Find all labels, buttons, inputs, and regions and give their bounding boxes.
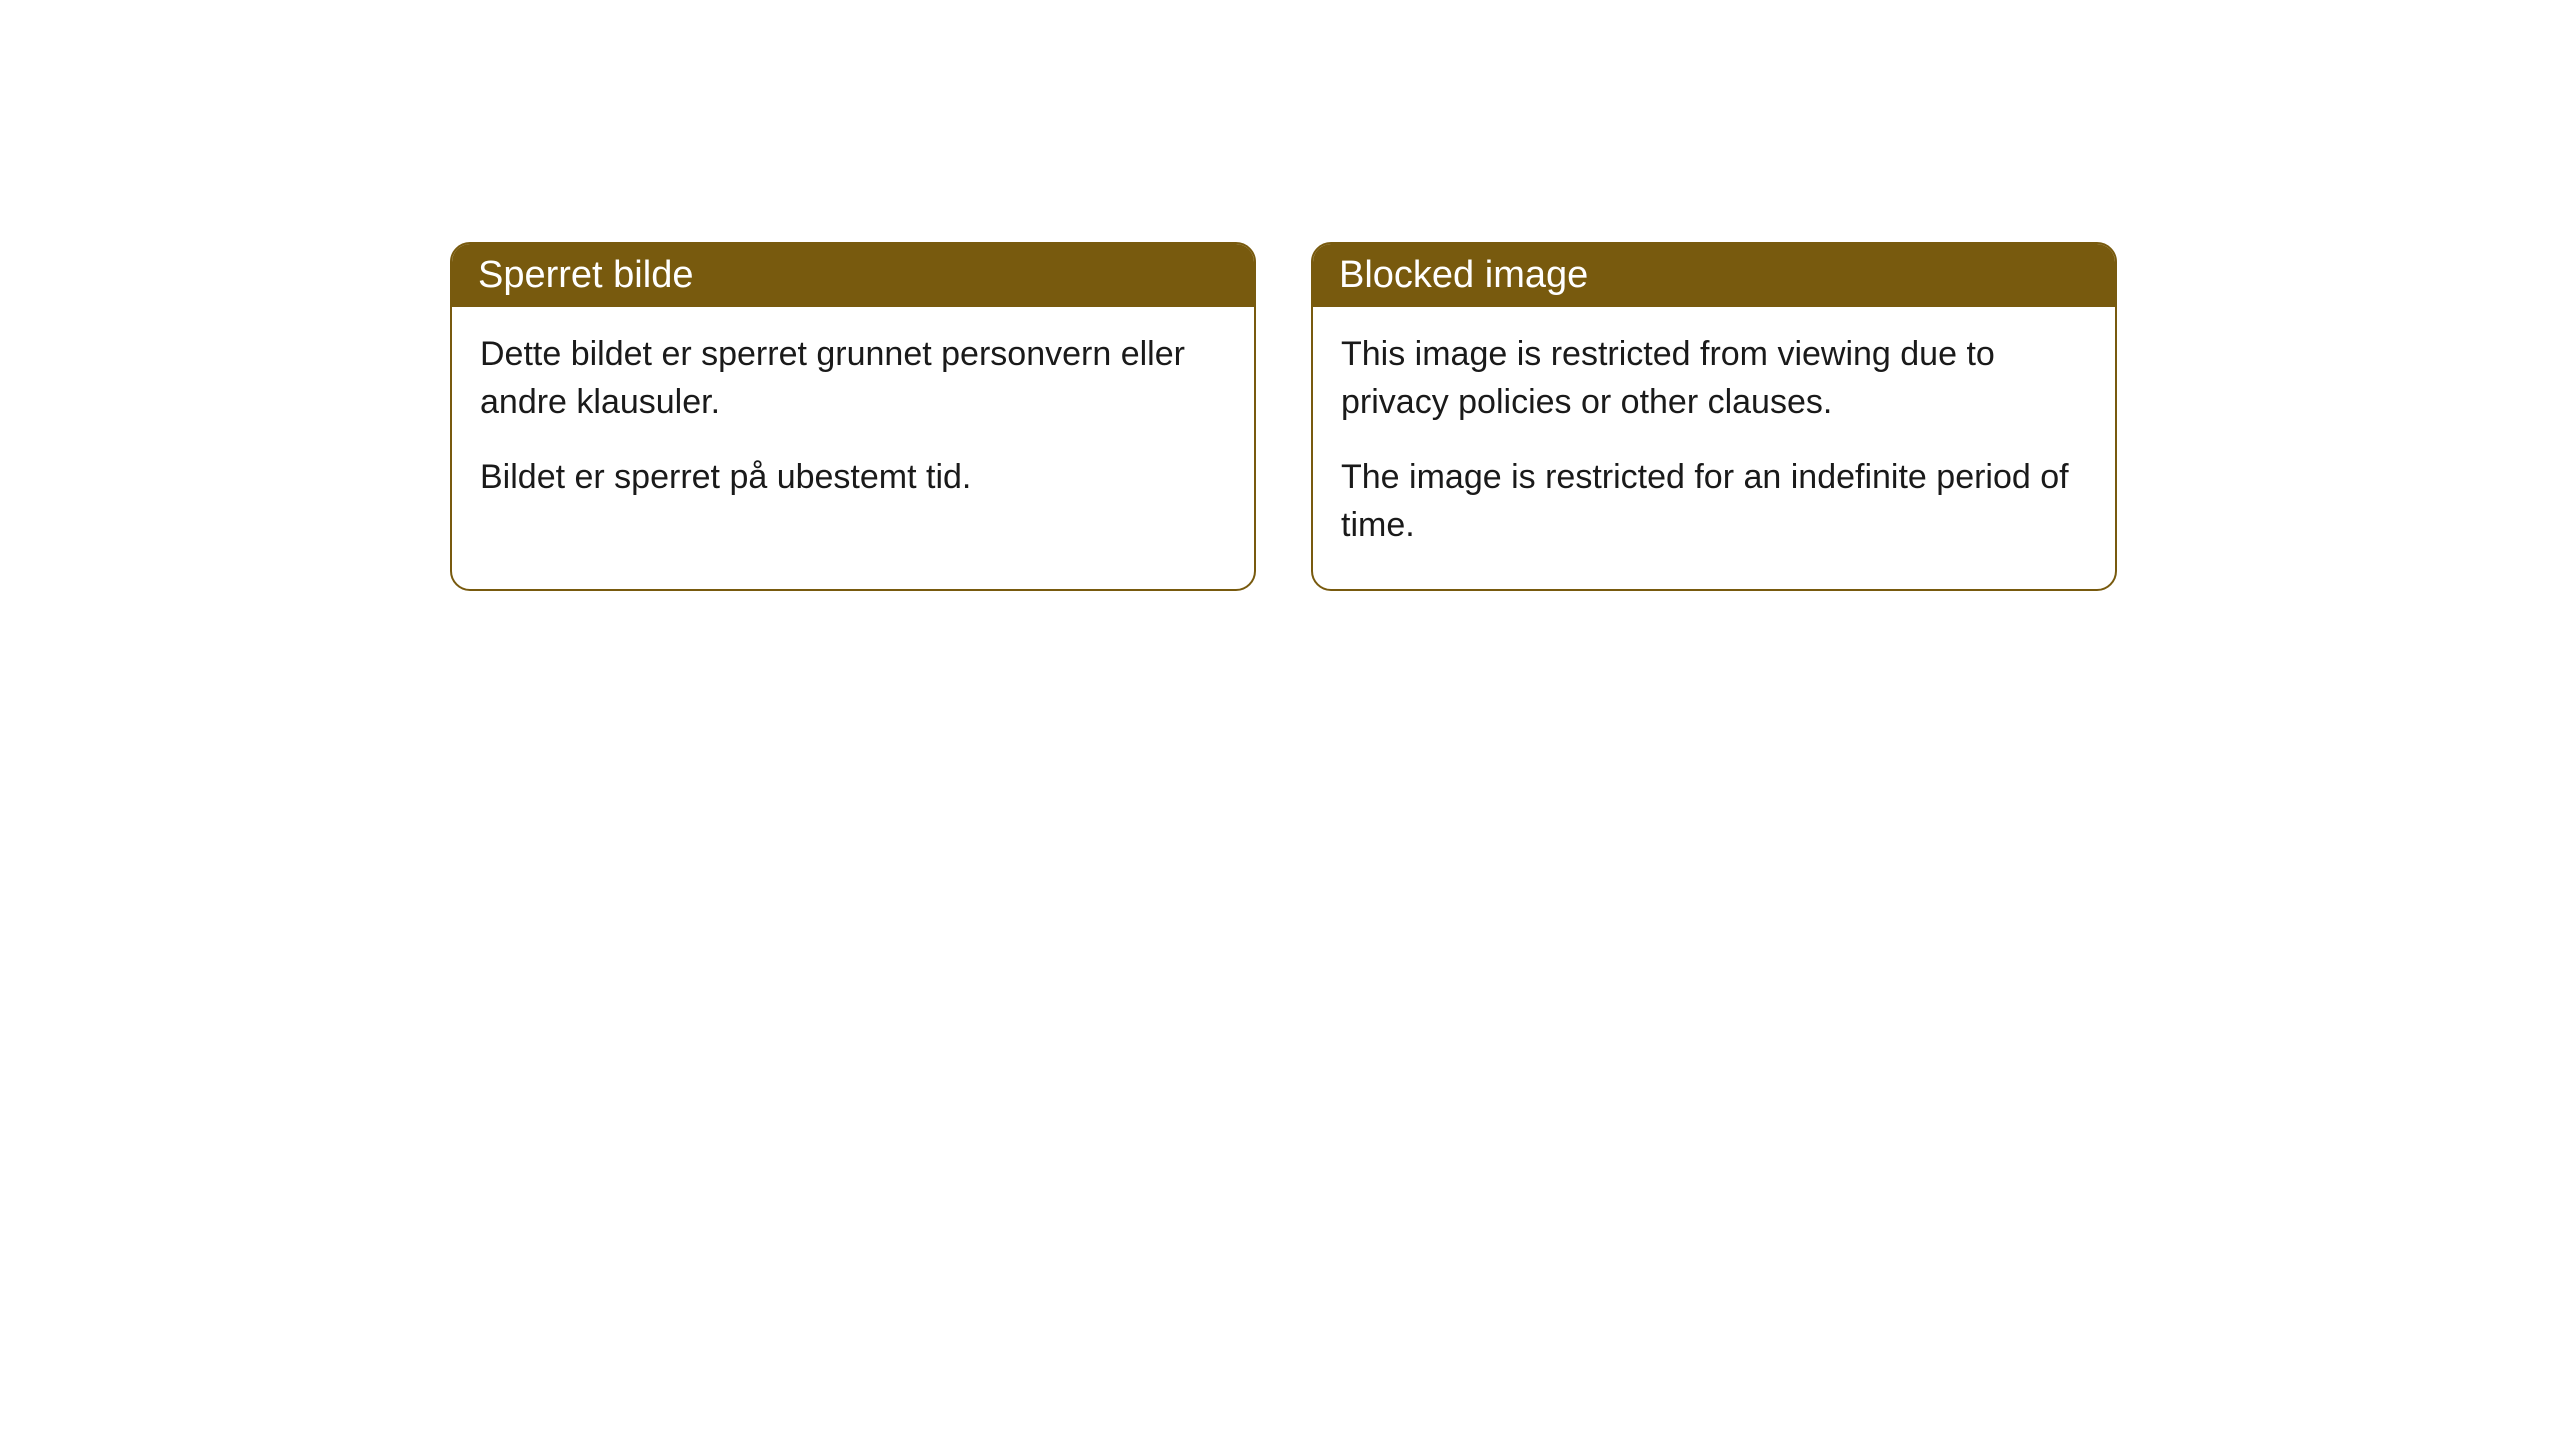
card-paragraph: Dette bildet er sperret grunnet personve… [480, 331, 1226, 426]
blocked-image-card-no: Sperret bilde Dette bildet er sperret gr… [450, 242, 1256, 591]
cards-container: Sperret bilde Dette bildet er sperret gr… [450, 242, 2117, 591]
card-body: This image is restricted from viewing du… [1313, 307, 2115, 589]
card-paragraph: Bildet er sperret på ubestemt tid. [480, 454, 1226, 502]
card-body: Dette bildet er sperret grunnet personve… [452, 307, 1254, 542]
blocked-image-card-en: Blocked image This image is restricted f… [1311, 242, 2117, 591]
card-header: Sperret bilde [452, 244, 1254, 307]
card-paragraph: This image is restricted from viewing du… [1341, 331, 2087, 426]
card-paragraph: The image is restricted for an indefinit… [1341, 454, 2087, 549]
card-header: Blocked image [1313, 244, 2115, 307]
